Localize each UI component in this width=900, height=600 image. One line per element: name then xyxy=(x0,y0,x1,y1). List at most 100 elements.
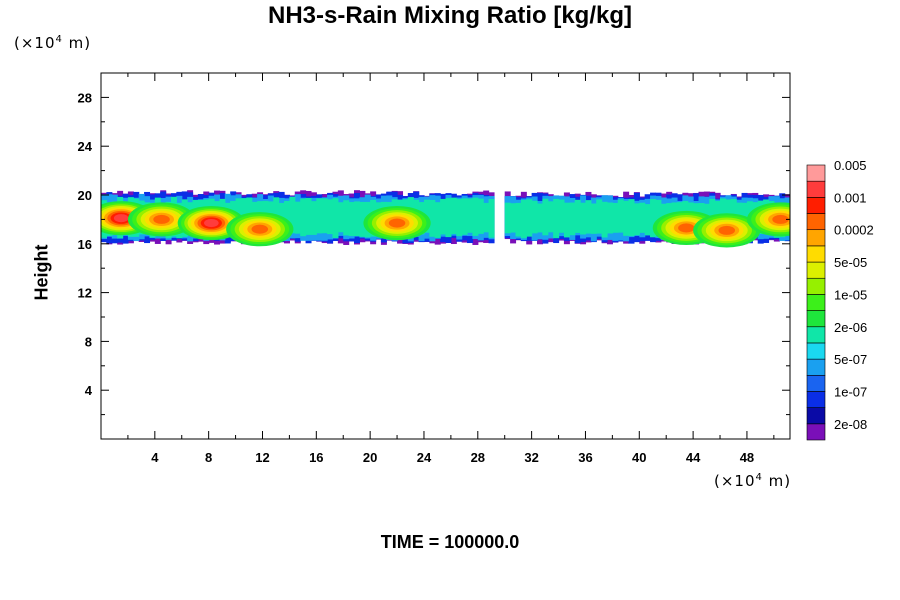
field-cell xyxy=(547,201,554,233)
colorbar-label: 0.0002 xyxy=(834,223,874,238)
field-cell xyxy=(623,200,630,236)
field-cell xyxy=(477,198,484,234)
colorbar: 2e-08 1e-07 5e-07 2e-06 1e-05 5e-05 0.0002 0.00… xyxy=(806,158,874,441)
x-tick-label: 16 xyxy=(309,450,323,465)
field-cell xyxy=(633,203,640,236)
field-cell xyxy=(332,198,339,239)
field-peak xyxy=(251,224,269,234)
colorbar-swatch xyxy=(806,310,826,328)
field-cell xyxy=(504,202,511,234)
colorbar-label: 0.005 xyxy=(834,158,867,173)
field-cell xyxy=(429,199,436,237)
y-tick-label: 12 xyxy=(78,286,92,301)
colorbar-swatch xyxy=(806,391,826,408)
field-cell xyxy=(300,198,307,237)
colorbar-swatch xyxy=(806,164,826,182)
colorbar-swatch xyxy=(806,261,826,279)
field-cell xyxy=(515,202,522,237)
time-label: TIME = 100000.0 xyxy=(380,532,520,552)
field-cell xyxy=(585,200,592,234)
field-cell xyxy=(617,199,624,233)
colorbar-label: 5e-07 xyxy=(834,352,867,367)
field-cell xyxy=(526,199,533,237)
colorbar-swatch xyxy=(806,197,826,214)
field-cell xyxy=(542,198,549,236)
colorbar-swatch xyxy=(806,358,826,376)
field-peak xyxy=(718,225,736,235)
colorbar-swatch xyxy=(806,245,826,263)
colorbar-swatch xyxy=(806,277,826,295)
x-tick-label: 24 xyxy=(417,450,432,465)
field-cell xyxy=(456,198,463,237)
y-tick-label: 28 xyxy=(78,90,92,105)
field-cell xyxy=(359,201,366,237)
colorbar-swatch xyxy=(806,407,826,425)
field-cell xyxy=(289,196,296,234)
field-cell xyxy=(580,202,587,235)
field-cell xyxy=(590,203,597,234)
x-tick-label: 44 xyxy=(686,450,701,465)
colorbar-swatch xyxy=(806,180,826,198)
field-cell xyxy=(537,203,543,233)
y-tick-label: 20 xyxy=(78,188,92,203)
field-cell xyxy=(327,199,334,235)
x-tick-label: 32 xyxy=(524,450,538,465)
field-cell xyxy=(563,202,570,238)
field-cell xyxy=(790,201,796,241)
colorbar-label: 1e-07 xyxy=(834,384,867,399)
field-cell xyxy=(790,193,796,243)
colorbar-swatch xyxy=(806,294,826,311)
field-cell xyxy=(628,199,635,237)
x-tick-label: 48 xyxy=(740,450,754,465)
chart-title: NH3-s-Rain Mixing Ratio [kg/kg] xyxy=(267,2,633,29)
field-cell xyxy=(790,203,796,238)
field-cell xyxy=(650,199,657,238)
field-cell xyxy=(655,199,662,235)
field-cell xyxy=(531,200,538,234)
field-cell xyxy=(553,198,560,239)
field-cell xyxy=(574,199,581,233)
field-cell xyxy=(321,198,328,234)
colorbar-swatch xyxy=(806,213,826,231)
field-cell xyxy=(472,197,479,236)
field-cell xyxy=(284,201,290,237)
x-axis-unit: (×104 m) xyxy=(714,472,792,490)
x-tick-label: 4 xyxy=(151,450,159,465)
colorbar-label: 0.001 xyxy=(834,190,867,205)
y-tick-label: 4 xyxy=(85,383,93,398)
field-cell xyxy=(483,202,490,233)
colorbar-label: 2e-08 xyxy=(834,417,867,432)
field-cell xyxy=(343,200,350,236)
field-cell xyxy=(467,198,474,233)
field-cell xyxy=(316,198,323,234)
colorbar-swatch xyxy=(806,229,826,247)
field-peak xyxy=(388,218,406,228)
field-cell xyxy=(450,197,457,234)
field-cell xyxy=(440,198,447,235)
field-cell xyxy=(310,201,317,235)
field-cell xyxy=(305,197,312,235)
x-tick-label: 20 xyxy=(363,450,377,465)
field-cell xyxy=(596,199,603,234)
field-cell xyxy=(520,200,527,239)
field-cell xyxy=(348,202,355,237)
field-cell xyxy=(461,198,468,235)
x-tick-label: 12 xyxy=(255,450,269,465)
y-tick-label: 24 xyxy=(78,139,93,154)
colorbar-swatch xyxy=(806,342,826,360)
field-peak xyxy=(678,223,695,233)
field-cell xyxy=(353,201,360,237)
field-cell xyxy=(644,204,651,236)
field-cell xyxy=(558,199,565,233)
field-cell xyxy=(510,203,517,233)
mixing-ratio-field xyxy=(101,190,796,248)
colorbar-swatch xyxy=(806,374,826,392)
field-peak xyxy=(113,214,129,223)
colorbar-label: 5e-05 xyxy=(834,255,867,270)
y-axis-unit: (×104 m) xyxy=(14,34,92,52)
field-cell xyxy=(337,202,344,233)
field-cell xyxy=(434,202,441,238)
colorbar-label: 2e-06 xyxy=(834,320,867,335)
x-tick-label: 36 xyxy=(578,450,592,465)
